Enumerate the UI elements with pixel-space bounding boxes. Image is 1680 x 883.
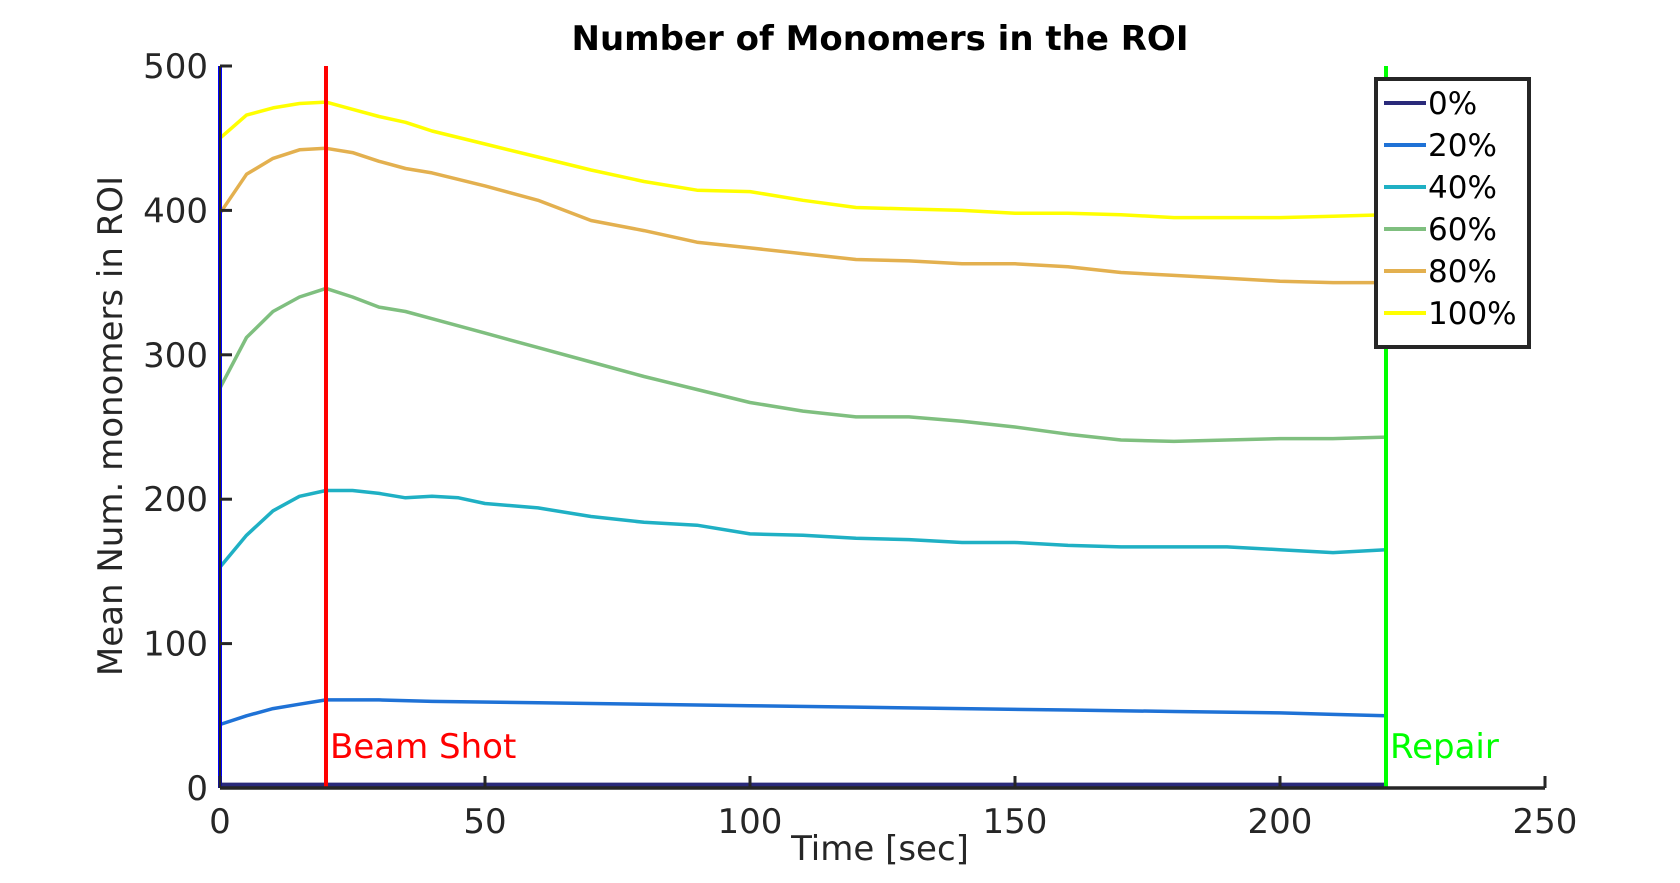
chart-title: Number of Monomers in the ROI: [572, 19, 1189, 59]
x-tick-label: 250: [1513, 802, 1578, 842]
y-tick-label: 400: [143, 191, 208, 231]
x-axis-title: Time [sec]: [790, 829, 969, 869]
series-line-20pct: [219, 698, 1387, 727]
y-tick-label: 200: [143, 480, 208, 520]
legend-box: [1374, 77, 1531, 349]
series-line-60pct: [218, 286, 1387, 444]
axes-layer: 0 50 100 150 200 250 0 100 200 300 400 500: [143, 47, 1577, 842]
x-tick-label: 50: [463, 802, 506, 842]
repair-marker-label: Repair: [1390, 727, 1499, 767]
x-tick-label: 100: [718, 802, 783, 842]
y-tick-label: 300: [143, 336, 208, 376]
legend-label: 60%: [1428, 212, 1497, 248]
legend-label: 100%: [1428, 296, 1517, 332]
y-tick-label: 0: [186, 769, 208, 809]
legend-label: 0%: [1428, 86, 1477, 122]
beam-shot-marker-label: Beam Shot: [330, 727, 516, 767]
series-layer: [218, 100, 1387, 788]
legend-label: 20%: [1428, 128, 1497, 164]
y-tick-label: 100: [143, 625, 208, 665]
y-axis-title: Mean Num. monomers in ROI: [91, 176, 131, 676]
y-tick-label: 500: [143, 47, 208, 87]
series-line-40pct: [218, 488, 1387, 569]
x-tick-label: 200: [1248, 802, 1313, 842]
x-tick-label: 0: [209, 802, 231, 842]
series-line-80pct: [218, 146, 1386, 285]
x-tick-label: 150: [983, 802, 1048, 842]
legend-label: 40%: [1428, 170, 1497, 206]
marker-layer: Beam Shot Repair: [218, 66, 1499, 788]
series-line-100pct: [218, 100, 1387, 220]
legend: 0% 20% 40% 60% 80% 100%: [1374, 77, 1531, 349]
legend-label: 80%: [1428, 254, 1497, 290]
